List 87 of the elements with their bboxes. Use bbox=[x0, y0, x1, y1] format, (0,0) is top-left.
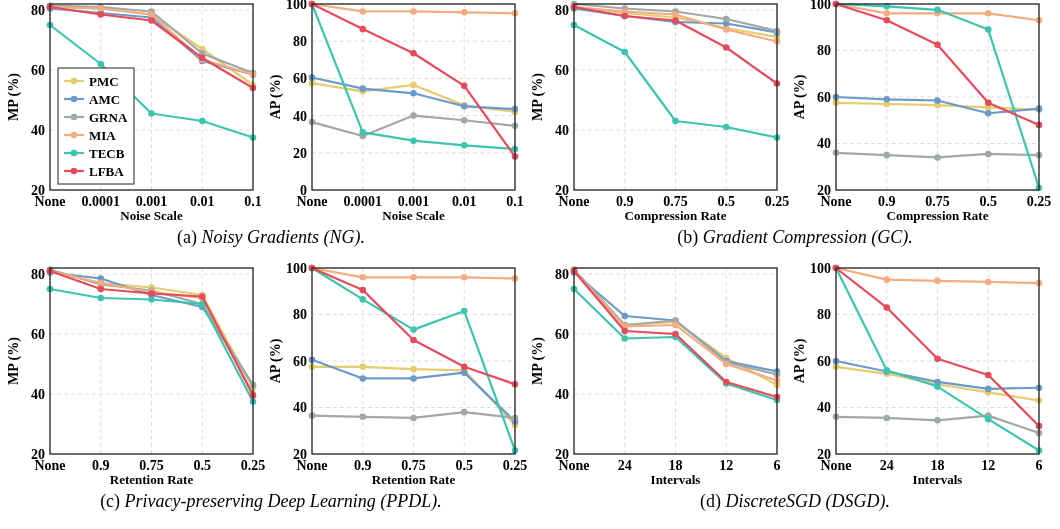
y-tick-label: 60 bbox=[817, 353, 831, 369]
x-tick-label: 0.25 bbox=[1026, 194, 1052, 209]
y-tick-label: 40 bbox=[31, 122, 45, 138]
legend-label: TECB bbox=[89, 145, 125, 161]
y-axis-title: AP (%) bbox=[792, 338, 808, 384]
y-axis-title: AP (%) bbox=[268, 338, 284, 384]
legend-label: PMC bbox=[89, 73, 119, 89]
x-axis-title: Noise Scale bbox=[382, 208, 445, 223]
y-tick-label: 40 bbox=[555, 386, 569, 402]
x-tick-label: 24 bbox=[879, 458, 894, 473]
legend-label: LFBA bbox=[89, 163, 125, 179]
y-tick-label: 40 bbox=[555, 122, 569, 138]
y-tick-label: 60 bbox=[31, 62, 45, 78]
x-tick-label: 0.75 bbox=[401, 458, 426, 473]
x-tick-label: 12 bbox=[981, 458, 996, 473]
x-tick-label: 0.5 bbox=[979, 194, 997, 209]
y-tick-label: 40 bbox=[293, 108, 307, 124]
x-tick-label: 0.25 bbox=[764, 194, 790, 209]
y-tick-label: 80 bbox=[817, 307, 831, 323]
y-tick-label: 40 bbox=[817, 400, 831, 416]
x-tick-label: 0.5 bbox=[193, 458, 211, 473]
x-tick-label: 0.5 bbox=[717, 194, 735, 209]
x-tick-label: 0.5 bbox=[455, 458, 473, 473]
x-axis-title: Compression Rate bbox=[624, 208, 727, 223]
y-axis-title: MP (%) bbox=[530, 336, 546, 385]
x-tick-label: 0.1 bbox=[244, 194, 262, 209]
y-tick-label: 100 bbox=[810, 0, 831, 12]
text: (a) Noisy Gradients (NG). bbox=[177, 227, 365, 248]
x-tick-label: 0.001 bbox=[135, 194, 168, 209]
x-tick-label: 0.75 bbox=[925, 194, 950, 209]
x-tick-label: 18 bbox=[930, 458, 945, 473]
y-tick-label: 80 bbox=[817, 43, 831, 59]
x-tick-label: 0.9 bbox=[616, 194, 634, 209]
x-tick-label: 0.1 bbox=[506, 194, 524, 209]
y-axis-title: MP (%) bbox=[6, 336, 22, 385]
legend-label: AMC bbox=[89, 91, 121, 107]
x-tick-label: 0.9 bbox=[92, 458, 110, 473]
legend-label: MIA bbox=[89, 127, 117, 143]
x-axis-title: Retention Rate bbox=[371, 472, 456, 487]
y-tick-label: 100 bbox=[810, 260, 831, 276]
y-axis-title: MP (%) bbox=[6, 72, 22, 121]
x-axis-title: Intervals bbox=[912, 472, 963, 487]
y-tick-label: 80 bbox=[555, 266, 569, 282]
y-tick-label: 80 bbox=[555, 2, 569, 18]
y-tick-label: 80 bbox=[31, 2, 45, 18]
y-tick-label: 60 bbox=[293, 71, 307, 87]
x-tick-label: 0.25 bbox=[240, 458, 266, 473]
text: (d) DiscreteSGD (DSGD). bbox=[700, 491, 890, 512]
y-tick-label: 60 bbox=[293, 353, 307, 369]
x-axis-title: Noise Scale bbox=[120, 208, 183, 223]
y-tick-label: 60 bbox=[555, 326, 569, 342]
x-tick-label: 0.01 bbox=[452, 194, 477, 209]
y-tick-label: 80 bbox=[31, 266, 45, 282]
text: (c) Privacy-preserving Deep Learning (PPDL). bbox=[100, 491, 442, 512]
x-axis-title: Intervals bbox=[650, 472, 701, 487]
x-tick-label: 0.9 bbox=[878, 194, 896, 209]
y-tick-label: 80 bbox=[293, 307, 307, 323]
y-tick-label: 40 bbox=[293, 400, 307, 416]
x-tick-label: 24 bbox=[617, 458, 632, 473]
x-tick-label: 0.75 bbox=[139, 458, 164, 473]
y-tick-label: 60 bbox=[555, 62, 569, 78]
x-tick-label: 0.9 bbox=[354, 458, 372, 473]
y-tick-label: 100 bbox=[286, 0, 307, 12]
y-tick-label: 40 bbox=[31, 386, 45, 402]
x-tick-label: 0.01 bbox=[190, 194, 215, 209]
y-tick-label: 20 bbox=[293, 145, 307, 161]
y-axis-title: AP (%) bbox=[268, 74, 284, 120]
x-tick-label: 18 bbox=[668, 458, 683, 473]
text: (b) Gradient Compression (GC). bbox=[677, 227, 913, 248]
x-tick-label: 0.75 bbox=[663, 194, 688, 209]
x-tick-label: 6 bbox=[773, 458, 781, 473]
y-tick-label: 100 bbox=[286, 260, 307, 276]
y-tick-label: 80 bbox=[293, 34, 307, 50]
legend-label: GRNA bbox=[89, 109, 128, 125]
x-tick-label: 0.25 bbox=[502, 458, 528, 473]
x-axis-title: Retention Rate bbox=[109, 472, 194, 487]
x-axis-title: Compression Rate bbox=[886, 208, 989, 223]
y-tick-label: 40 bbox=[817, 136, 831, 152]
x-tick-label: 0.0001 bbox=[343, 194, 382, 209]
y-axis-title: MP (%) bbox=[530, 72, 546, 121]
y-tick-label: 60 bbox=[31, 326, 45, 342]
y-tick-label: 60 bbox=[817, 89, 831, 105]
y-axis-title: AP (%) bbox=[792, 74, 808, 120]
x-tick-label: 0.001 bbox=[397, 194, 430, 209]
x-tick-label: 6 bbox=[1035, 458, 1043, 473]
x-tick-label: 12 bbox=[719, 458, 734, 473]
x-tick-label: 0.0001 bbox=[81, 194, 120, 209]
